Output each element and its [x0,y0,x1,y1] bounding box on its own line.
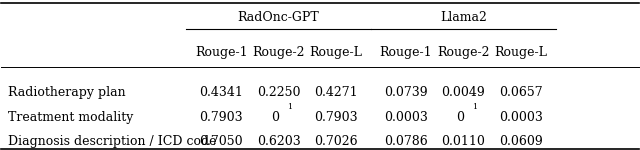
Text: 0.7903: 0.7903 [200,111,243,124]
Text: 0.7026: 0.7026 [314,135,358,148]
Text: 0.2250: 0.2250 [257,86,300,99]
Text: Rouge-L: Rouge-L [310,46,362,59]
Text: RadOnc-GPT: RadOnc-GPT [237,11,319,24]
Text: 1: 1 [287,103,292,111]
Text: 0.0003: 0.0003 [384,111,428,124]
Text: Radiotherapy plan: Radiotherapy plan [8,86,125,99]
Text: 0.0739: 0.0739 [384,86,428,99]
Text: 0: 0 [271,111,280,124]
Text: 0.0609: 0.0609 [499,135,543,148]
Text: 0.0657: 0.0657 [499,86,543,99]
Text: 0.0110: 0.0110 [442,135,485,148]
Text: Rouge-1: Rouge-1 [380,46,433,59]
Text: Diagnosis description / ICD code: Diagnosis description / ICD code [8,135,216,148]
Text: 0.4341: 0.4341 [199,86,243,99]
Text: 0: 0 [456,111,464,124]
Text: 0.4271: 0.4271 [314,86,358,99]
Text: 1: 1 [472,103,477,111]
Text: 0.0049: 0.0049 [442,86,485,99]
Text: Treatment modality: Treatment modality [8,111,133,124]
Text: Rouge-1: Rouge-1 [195,46,248,59]
Text: Rouge-L: Rouge-L [494,46,547,59]
Text: Rouge-2: Rouge-2 [252,46,305,59]
Text: 0.0786: 0.0786 [384,135,428,148]
Text: 0.6203: 0.6203 [257,135,300,148]
Text: 0.7050: 0.7050 [200,135,243,148]
Text: 0.7903: 0.7903 [314,111,358,124]
Text: Rouge-2: Rouge-2 [437,46,490,59]
Text: Llama2: Llama2 [440,11,487,24]
Text: 0.0003: 0.0003 [499,111,543,124]
